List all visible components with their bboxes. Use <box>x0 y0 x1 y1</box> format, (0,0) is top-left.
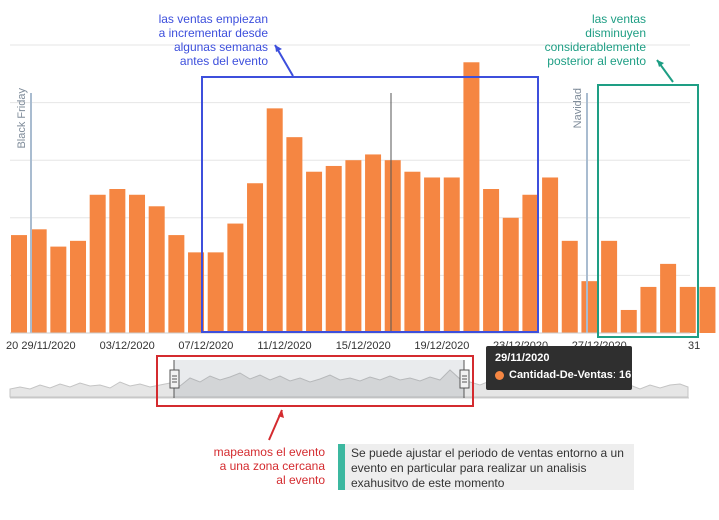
navigator-selection[interactable] <box>174 360 464 398</box>
event-markers: Black Friday Navidad <box>16 88 588 333</box>
bar[interactable] <box>247 183 264 333</box>
bar[interactable] <box>70 240 87 333</box>
x-tick-label: 11/12/2020 <box>257 340 311 352</box>
bar[interactable] <box>365 154 382 333</box>
bar[interactable] <box>227 223 244 333</box>
bar[interactable] <box>443 177 460 333</box>
bar[interactable] <box>129 194 146 333</box>
bar[interactable] <box>699 286 716 333</box>
tooltip-dot-icon <box>495 370 504 380</box>
bar[interactable] <box>620 309 637 333</box>
annotation-red: mapeamos el evento a una zona cercana al… <box>213 445 325 487</box>
event-label: Black Friday <box>16 88 28 149</box>
bar[interactable] <box>463 62 480 333</box>
bars <box>11 62 716 333</box>
bar[interactable] <box>483 189 500 333</box>
tooltip-date: 29/11/2020 <box>495 352 550 364</box>
bar[interactable] <box>561 240 578 333</box>
bar[interactable] <box>89 194 106 333</box>
x-tick-label: 03/12/2020 <box>100 340 155 352</box>
tooltip-row: Cantidad-De-Ventas: 16 <box>495 366 631 384</box>
bar[interactable] <box>679 286 696 333</box>
x-tick-label: 07/12/2020 <box>178 340 233 352</box>
bar[interactable] <box>50 246 67 333</box>
bar[interactable] <box>542 177 559 333</box>
event-label: Navidad <box>572 88 584 128</box>
note-box: Se puede ajustar el periodo de ventas en… <box>338 444 634 490</box>
bar[interactable] <box>345 160 362 333</box>
highlight-box-red <box>156 355 474 407</box>
bar[interactable] <box>424 177 441 333</box>
highlight-box-green <box>597 84 699 338</box>
x-tick-label: 31 <box>688 340 700 352</box>
bar[interactable] <box>306 171 323 333</box>
arrow-red <box>268 409 284 441</box>
highlight-box-blue <box>201 76 539 333</box>
annotation-green: las ventas disminuyen considerablemente … <box>544 12 646 68</box>
bar[interactable] <box>660 263 677 333</box>
tooltip: 29/11/2020 Cantidad-De-Ventas: 16 <box>486 346 632 390</box>
bar[interactable] <box>502 217 519 333</box>
arrow-blue <box>274 44 294 77</box>
note-text: Se puede ajustar el periodo de ventas en… <box>351 446 624 490</box>
bar[interactable] <box>109 189 126 333</box>
tooltip-series: Cantidad-De-Ventas <box>509 369 613 381</box>
bar[interactable] <box>30 229 47 333</box>
bar[interactable] <box>11 235 27 333</box>
navigator-left-handle[interactable] <box>169 369 180 389</box>
bar[interactable] <box>266 108 283 333</box>
bar[interactable] <box>148 206 165 333</box>
bar[interactable] <box>188 252 205 333</box>
bar[interactable] <box>601 240 618 333</box>
bar[interactable] <box>404 171 421 333</box>
bar[interactable] <box>581 281 598 333</box>
bar[interactable] <box>325 165 342 333</box>
bar[interactable] <box>640 286 657 333</box>
arrow-green <box>656 59 674 83</box>
annotation-blue: las ventas empiezan a incrementar desde … <box>158 12 268 68</box>
x-tick-label: 15/12/2020 <box>336 340 391 352</box>
bar[interactable] <box>168 235 185 333</box>
navigator-right-handle[interactable] <box>459 369 470 389</box>
bar[interactable] <box>384 160 401 333</box>
x-tick-label: 20 <box>6 340 18 352</box>
x-tick-label: 29/11/2020 <box>21 340 75 352</box>
bar[interactable] <box>286 137 303 333</box>
bar[interactable] <box>207 252 224 333</box>
tooltip-value: 16 <box>619 369 632 381</box>
x-tick-label: 19/12/2020 <box>414 340 469 352</box>
bar[interactable] <box>522 194 539 333</box>
